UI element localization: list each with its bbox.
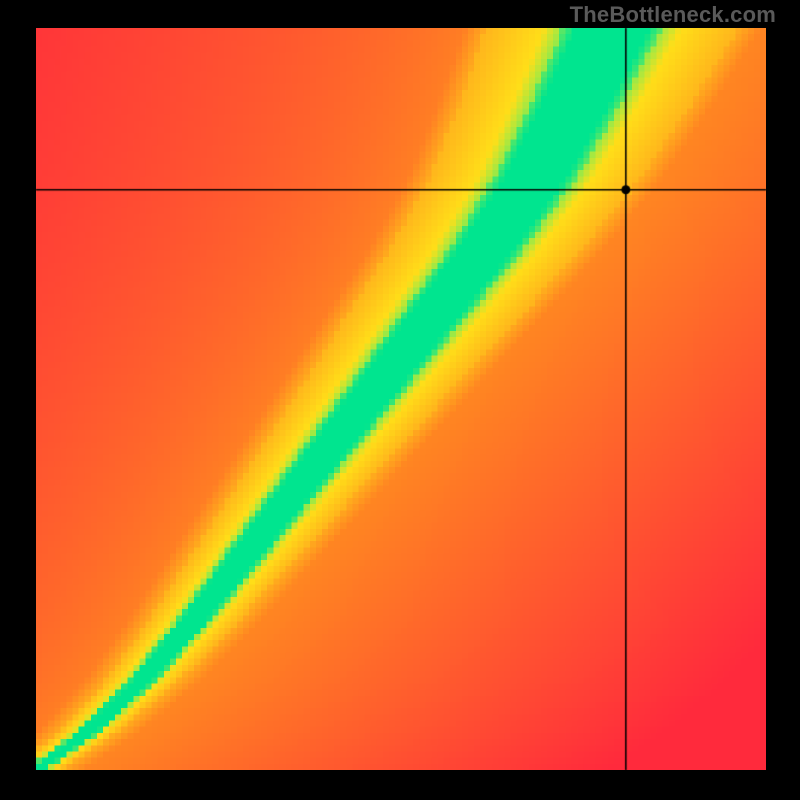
crosshair-overlay	[0, 0, 800, 800]
watermark-text: TheBottleneck.com	[570, 2, 776, 28]
chart-container: { "watermark": { "text": "TheBottleneck.…	[0, 0, 800, 800]
